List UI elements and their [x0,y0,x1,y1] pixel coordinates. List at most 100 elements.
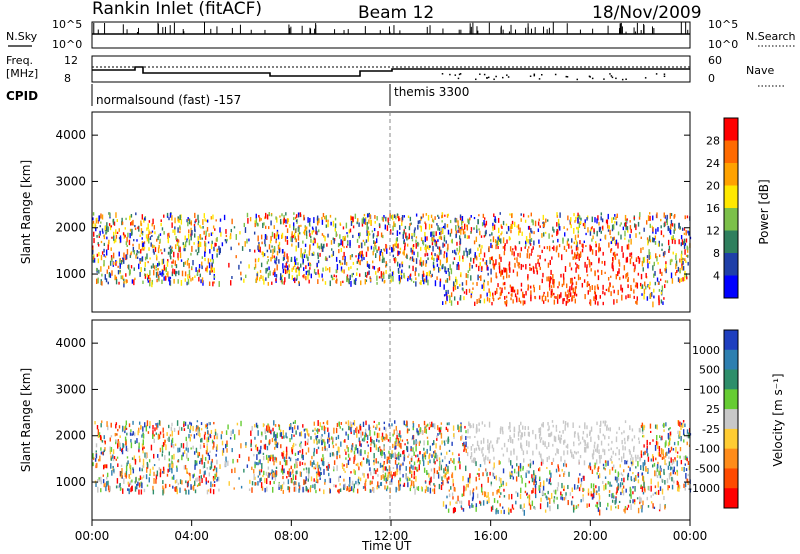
rti-pixel [679,226,681,230]
rti-pixel [143,273,146,277]
rti-pixel [121,275,124,280]
rti-pixel [369,278,372,282]
rti-pixel [398,217,401,221]
rti-pixel [113,468,115,473]
rti-pixel [321,446,324,451]
rti-pixel [331,248,333,251]
rti-pixel [286,239,289,245]
rti-pixel [328,444,330,448]
rti-pixel [425,276,428,283]
colorbar-tick: 8 [713,247,720,260]
rti-pixel [415,486,418,489]
rti-pixel [298,281,300,287]
rti-pixel [453,506,456,513]
rti-pixel [93,238,95,244]
rti-pixel [353,461,355,464]
rti-pixel [362,486,365,489]
rti-pixel [175,264,178,269]
rti-pixel [240,420,242,427]
rti-pixel [352,488,355,493]
rti-pixel [489,459,491,462]
rti-pixel [610,459,613,462]
rti-pixel [587,446,589,449]
rti-pixel [200,279,202,284]
rti-pixel [444,474,447,477]
rti-pixel [548,433,550,437]
rti-pixel [218,249,221,255]
rti-pixel [516,492,519,497]
rti-pixel [112,459,115,462]
rti-pixel [487,456,489,461]
rti-pixel [317,468,319,474]
rti-pixel [142,462,145,468]
rti-pixel [95,450,97,453]
rti-pixel [492,297,495,302]
rti-pixel [408,453,410,456]
rti-pixel [383,214,385,219]
rti-pixel [296,470,298,475]
rti-pixel [139,258,141,263]
rti-pixel [346,445,348,449]
rti-pixel [497,236,499,240]
rti-pixel [447,229,450,235]
rti-pixel [618,426,621,431]
rti-pixel [480,483,483,490]
rti-pixel [516,455,518,461]
rti-pixel [317,420,319,426]
rti-pixel [287,218,290,223]
rti-pixel [553,489,555,493]
rti-pixel [673,466,675,472]
rti-pixel [307,447,310,453]
rti-pixel [676,471,679,476]
rti-pixel [254,263,257,269]
rti-pixel [276,442,279,449]
rti-pixel [607,277,610,281]
rti-pixel [176,479,178,483]
rti-pixel [151,244,154,249]
rti-pixel [441,265,443,268]
rti-pixel [488,288,490,293]
rti-pixel [607,427,610,431]
rti-pixel [472,282,474,285]
rti-pixel [347,453,350,458]
rti-pixel [340,266,343,272]
rti-pixel [126,279,128,283]
rti-pixel [269,240,272,244]
rti-pixel [205,480,208,485]
rti-pixel [95,465,97,469]
rti-pixel [423,452,425,458]
rti-pixel [130,469,132,476]
rti-pixel [582,494,584,497]
rti-pixel [635,466,637,469]
rti-pixel [260,262,263,268]
rti-pixel [259,478,261,483]
rti-pixel [540,437,543,440]
rti-pixel [540,453,542,459]
rti-pixel [153,270,155,276]
rti-pixel [529,242,532,246]
rti-pixel [440,432,443,439]
rti-pixel [439,267,441,272]
rti-pixel [390,453,392,460]
rti-pixel [556,448,558,454]
rti-pixel [419,259,421,266]
rti-pixel [505,301,508,307]
rti-pixel [129,463,131,469]
rti-pixel [444,442,446,446]
rti-pixel [203,471,206,476]
rti-pixel [149,257,151,260]
rti-pixel [159,273,162,276]
rti-pixel [261,486,264,491]
rti-pixel [652,456,655,462]
rti-pixel [440,230,442,236]
rti-pixel [381,251,384,256]
rti-pixel [686,276,688,280]
rti-pixel [316,465,319,468]
rti-pixel [559,226,561,231]
rti-pixel [302,454,304,461]
rti-pixel [440,484,443,491]
rti-pixel [385,245,388,249]
rti-pixel [427,214,430,221]
rti-pixel [308,250,311,256]
rti-pixel [119,442,121,448]
